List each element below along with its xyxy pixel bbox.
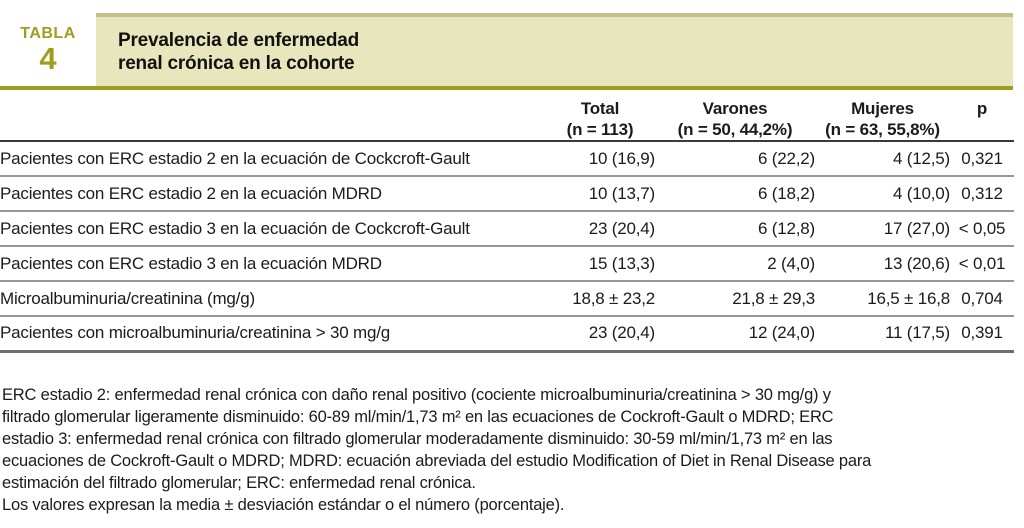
cell-varones: 21,8 ± 29,3 — [732, 288, 815, 308]
cell-varones: 6 (18,2) — [758, 183, 815, 203]
column-header-total: Total (n = 113) — [566, 99, 634, 139]
cell-p: 0,704 — [961, 288, 1003, 308]
table-row: Microalbuminuria/creatinina (mg/g) 18,8 … — [0, 281, 1014, 316]
cell-mujeres: 17 (27,0) — [883, 218, 950, 238]
row-label: Microalbuminuria/creatinina (mg/g) — [0, 288, 255, 308]
cell-varones: 6 (12,8) — [758, 218, 815, 238]
cell-p: 0,321 — [961, 148, 1003, 168]
cell-mujeres: 16,5 ± 16,8 — [867, 288, 950, 308]
cell-mujeres: 4 (10,0) — [893, 183, 950, 203]
table-title-line-1: Prevalencia de enfermedad — [118, 29, 360, 51]
column-header-empty — [0, 98, 545, 141]
footnote-line: ERC estadio 2: enfermedad renal crónica … — [2, 386, 831, 404]
table-row: Pacientes con ERC estadio 3 en la ecuaci… — [0, 246, 1014, 281]
row-label: Pacientes con ERC estadio 2 en la ecuaci… — [0, 183, 382, 203]
table-label-kicker: TABLA — [20, 24, 76, 42]
cell-total: 18,8 ± 23,2 — [572, 288, 655, 308]
cell-total: 15 (13,3) — [588, 253, 655, 273]
table-title-box: Prevalencia de enfermedad renal crónica … — [96, 13, 1013, 86]
cell-total: 10 (13,7) — [588, 183, 655, 203]
table-header-row: Total (n = 113) Varones (n = 50, 44,2%) … — [0, 98, 1014, 141]
footnote-line: filtrado glomerular ligeramente disminui… — [2, 408, 834, 426]
table-label-block: TABLA 4 — [0, 13, 96, 86]
table-title-line-2: renal crónica en la cohorte — [118, 52, 355, 74]
row-label: Pacientes con ERC estadio 3 en la ecuaci… — [0, 218, 470, 238]
column-header-mujeres: Mujeres (n = 63, 55,8%) — [825, 99, 940, 139]
row-label: Pacientes con microalbuminuria/creatinin… — [0, 323, 390, 343]
cell-p: 0,312 — [961, 183, 1003, 203]
table-row: Pacientes con ERC estadio 2 en la ecuaci… — [0, 141, 1014, 176]
table-row: Pacientes con ERC estadio 2 en la ecuaci… — [0, 176, 1014, 211]
header-underline-rule — [0, 86, 1013, 90]
cell-mujeres: 13 (20,6) — [883, 253, 950, 273]
footnote-line: estimación del filtrado glomerular; ERC:… — [2, 474, 476, 492]
cell-varones: 12 (24,0) — [748, 323, 815, 343]
cell-p: < 0,05 — [958, 218, 1006, 238]
data-table: Total (n = 113) Varones (n = 50, 44,2%) … — [0, 98, 1014, 353]
cell-total: 10 (16,9) — [588, 148, 655, 168]
row-label: Pacientes con ERC estadio 2 en la ecuaci… — [0, 148, 470, 168]
cell-varones: 2 (4,0) — [767, 253, 815, 273]
column-header-varones: Varones (n = 50, 44,2%) — [677, 99, 793, 139]
cell-total: 23 (20,4) — [588, 323, 655, 343]
table-footnote: ERC estadio 2: enfermedad renal crónica … — [2, 384, 1022, 516]
column-header-p: p — [976, 99, 988, 118]
cell-mujeres: 4 (12,5) — [893, 148, 950, 168]
cell-varones: 6 (22,2) — [758, 148, 815, 168]
footnote-line: estadio 3: enfermedad renal crónica con … — [2, 430, 833, 448]
cell-mujeres: 11 (17,5) — [885, 323, 950, 343]
cell-total: 23 (20,4) — [588, 218, 655, 238]
row-label: Pacientes con ERC estadio 3 en la ecuaci… — [0, 253, 382, 273]
footnote-line: Los valores expresan la media ± desviaci… — [2, 496, 565, 514]
cell-p: 0,391 — [961, 323, 1003, 343]
footnote-line: ecuaciones de Cockroft-Gault o MDRD; MDR… — [2, 452, 872, 470]
table-row: Pacientes con microalbuminuria/creatinin… — [0, 316, 1014, 351]
table-row: Pacientes con ERC estadio 3 en la ecuaci… — [0, 211, 1014, 246]
cell-p: < 0,01 — [958, 253, 1006, 273]
table-label-number: 4 — [39, 40, 57, 76]
table-header-band: TABLA 4 Prevalencia de enfermedad renal … — [0, 13, 1013, 86]
